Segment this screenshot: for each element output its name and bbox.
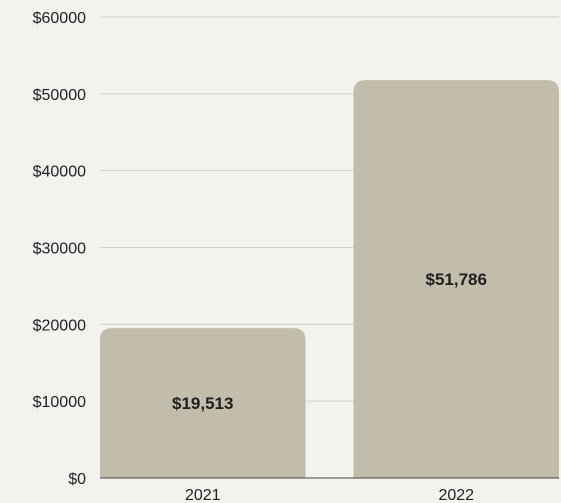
x-axis-ticks: 2021 2022 (100, 477, 559, 503)
y-tick-label: $40000 (33, 164, 86, 181)
y-tick-label: $50000 (33, 87, 86, 104)
y-tick-label: $0 (68, 471, 86, 488)
bar-2022 (353, 80, 559, 478)
x-tick-label: 2022 (438, 487, 474, 503)
data-label-2021: $19,513 (172, 394, 233, 413)
bars (100, 80, 559, 478)
bar-2021 (100, 328, 306, 478)
y-axis-ticks: $0 $10000 $20000 $30000 $40000 $50000 $60000 (33, 10, 86, 488)
x-tick-label: 2021 (185, 487, 221, 503)
y-tick-label: $20000 (33, 317, 86, 334)
y-tick-label: $30000 (33, 241, 86, 258)
y-tick-label: $60000 (33, 10, 86, 27)
data-labels: $19,513 $51,786 (172, 270, 487, 413)
data-label-2022: $51,786 (426, 270, 487, 289)
y-tick-label: $10000 (33, 394, 86, 411)
